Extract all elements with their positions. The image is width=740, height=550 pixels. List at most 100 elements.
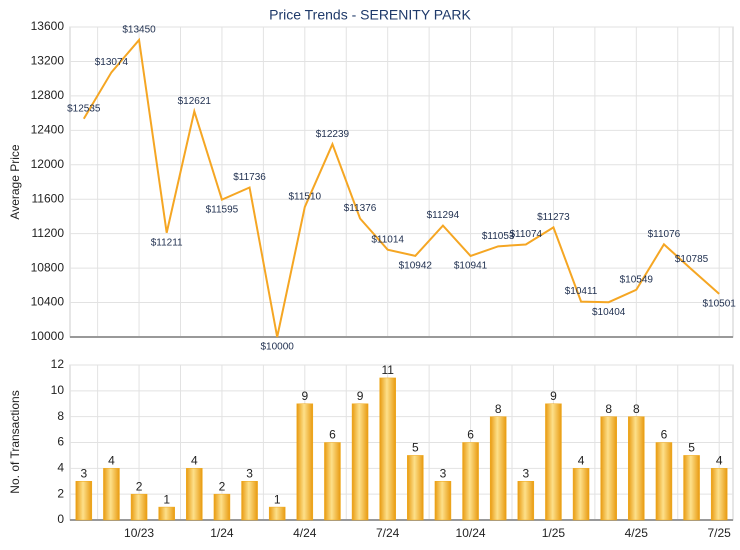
bar-label: 8 (605, 402, 612, 416)
data-label: $12535 (67, 103, 101, 114)
data-label: $11595 (206, 204, 239, 215)
bar (186, 468, 203, 521)
bar-label: 3 (440, 466, 447, 480)
x-tick-label: 10/24 (456, 526, 486, 540)
bar (407, 455, 424, 521)
x-tick-label: 7/24 (376, 526, 400, 540)
bar (130, 493, 148, 521)
y-tick-label: 10400 (31, 295, 65, 309)
data-label: $11074 (509, 229, 542, 240)
bar (489, 416, 507, 521)
bar (462, 442, 479, 521)
data-label: $11294 (427, 210, 460, 221)
bar-label: 9 (357, 389, 364, 403)
y-tick-label: 10800 (31, 260, 65, 274)
bar (296, 403, 314, 521)
bar-label: 5 (412, 441, 419, 455)
bar-label: 11 (381, 363, 394, 377)
bar (158, 506, 175, 521)
data-label: $10000 (261, 342, 295, 353)
bar (545, 403, 562, 521)
y-tick-label: 12 (51, 357, 65, 371)
bar-label: 4 (578, 454, 585, 468)
bar (268, 506, 286, 521)
bar-label: 8 (633, 402, 640, 416)
data-label: $10404 (592, 307, 626, 318)
data-label: $11053 (482, 231, 515, 242)
y-tick-label: 12000 (31, 157, 65, 171)
y-tick-label: 0 (57, 512, 64, 526)
bar-label: 6 (467, 428, 474, 442)
data-label: $11211 (151, 237, 183, 248)
bar-label: 3 (80, 466, 87, 480)
y-tick-label: 11600 (32, 191, 65, 205)
data-label: $10501 (703, 298, 737, 309)
y-tick-label: 13200 (31, 54, 65, 68)
data-label: $13450 (122, 25, 156, 36)
data-label: $13074 (95, 57, 129, 68)
y-tick-label: 6 (57, 435, 64, 449)
bar-label: 5 (688, 441, 695, 455)
y-tick-label: 13600 (31, 19, 65, 33)
bar (572, 468, 590, 521)
bar-label: 9 (550, 389, 557, 403)
data-label: $11076 (648, 229, 681, 240)
bar (628, 416, 645, 521)
bar-label: 3 (522, 466, 529, 480)
bar-label: 1 (274, 492, 281, 506)
y-tick-label: 10000 (31, 329, 65, 343)
x-tick-label: 4/25 (625, 526, 649, 540)
y-tick-label: 2 (57, 486, 64, 500)
y-tick-label: 11200 (32, 226, 65, 240)
data-label: $12239 (316, 129, 350, 140)
bar-label: 2 (136, 479, 143, 493)
y-tick-label: 10 (51, 383, 65, 397)
bar (75, 481, 93, 521)
data-label: $11510 (288, 192, 321, 203)
y-axis-label: No. of Transactions (8, 390, 22, 493)
y-axis-label: Average Price (8, 144, 22, 219)
bar (434, 481, 452, 521)
bar-label: 3 (246, 466, 253, 480)
bar (324, 442, 341, 521)
data-label: $10941 (454, 261, 488, 272)
bar-label: 9 (301, 389, 308, 403)
x-tick-label: 10/23 (124, 526, 154, 540)
data-label: $11736 (233, 172, 266, 183)
y-tick-label: 8 (57, 409, 64, 423)
bar-label: 6 (661, 428, 668, 442)
x-tick-label: 1/24 (210, 526, 234, 540)
data-label: $10549 (620, 274, 654, 285)
data-label: $12621 (178, 96, 212, 107)
x-tick-label: 7/25 (708, 526, 732, 540)
bar (103, 468, 120, 521)
bar (213, 493, 231, 521)
bar (655, 442, 673, 521)
data-label: $10785 (675, 254, 709, 265)
bar-label: 4 (108, 454, 115, 468)
bar (683, 455, 700, 521)
price-line (82, 37, 720, 338)
bar-label: 1 (163, 492, 170, 506)
bar-label: 6 (329, 428, 336, 442)
bar-label: 2 (219, 479, 226, 493)
bar (710, 468, 728, 521)
chart-title: Price Trends - SERENITY PARK (269, 7, 471, 23)
data-label: $10411 (565, 286, 598, 297)
bar-label: 4 (191, 454, 198, 468)
x-tick-label: 1/25 (542, 526, 566, 540)
data-label: $11376 (344, 203, 377, 214)
bar (351, 403, 369, 521)
data-label: $10942 (399, 261, 433, 272)
bar (517, 481, 535, 521)
data-label: $11014 (371, 234, 404, 245)
bar (241, 481, 258, 521)
bar-label: 4 (716, 454, 723, 468)
bar (600, 416, 617, 521)
bar (379, 377, 396, 521)
data-label: $11273 (537, 212, 570, 223)
x-tick-label: 4/24 (293, 526, 317, 540)
y-tick-label: 4 (57, 461, 64, 475)
y-tick-label: 12400 (31, 123, 65, 137)
